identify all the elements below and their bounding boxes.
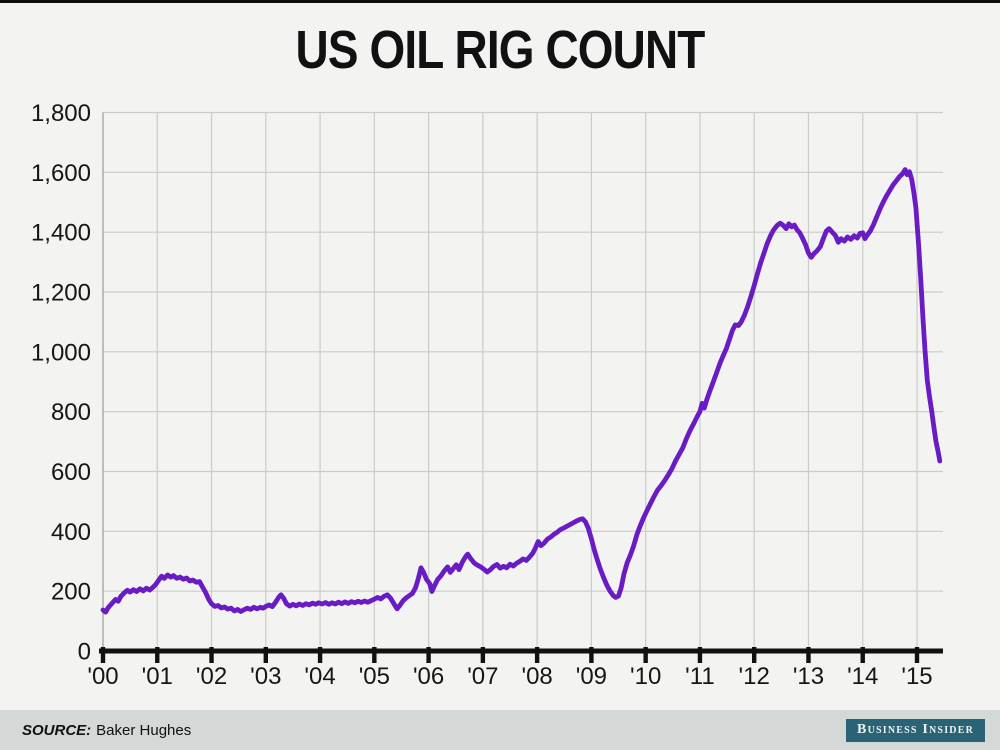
rig-count-chart: 0 200 400 600 800 1,000 1,200 1,400 1,600 1,800 '0… bbox=[31, 100, 943, 690]
x-axis-tick bbox=[914, 647, 920, 663]
business-insider-logo: Business Insider bbox=[846, 718, 985, 742]
y-axis-tick-label: 1,000 bbox=[31, 339, 91, 366]
x-axis-tick bbox=[752, 647, 757, 663]
x-axis-tick-label: '15 bbox=[901, 663, 932, 690]
source-label: SOURCE: bbox=[22, 721, 92, 739]
x-axis-tick-label: '12 bbox=[739, 663, 770, 690]
x-axis-tick-label: '13 bbox=[793, 663, 824, 690]
x-axis-tick-label: '05 bbox=[359, 663, 390, 690]
x-axis-tick bbox=[534, 647, 540, 663]
x-axis-tick-label: '14 bbox=[847, 663, 878, 690]
x-axis-tick bbox=[589, 647, 594, 663]
y-axis-tick-label: 1,400 bbox=[31, 220, 91, 247]
x-axis-tick-label: '09 bbox=[576, 663, 607, 690]
rig-count-line bbox=[100, 167, 943, 615]
y-axis-tick-label: 200 bbox=[51, 579, 91, 606]
x-axis-tick bbox=[372, 647, 377, 663]
y-axis-tick-label: 600 bbox=[51, 459, 91, 486]
y-axis-tick-label: 800 bbox=[51, 399, 91, 426]
x-axis-tick bbox=[697, 647, 703, 663]
source-line: SOURCE: Baker Hughes bbox=[22, 722, 191, 739]
x-axis-tick-label: '00 bbox=[87, 663, 118, 690]
x-axis-tick-label: '08 bbox=[521, 663, 552, 690]
y-axis-tick-label: 1,800 bbox=[31, 100, 91, 127]
x-axis-tick-label: '10 bbox=[630, 663, 661, 690]
y-axis-tick-label: 400 bbox=[51, 519, 91, 546]
x-axis-tick-label: '01 bbox=[142, 663, 173, 690]
x-axis-tick-label: '06 bbox=[413, 663, 444, 690]
x-axis-tick bbox=[209, 647, 214, 663]
x-axis-tick bbox=[480, 647, 486, 663]
x-axis-tick bbox=[860, 647, 865, 663]
x-axis-tick bbox=[263, 647, 268, 663]
y-axis-tick-label: 0 bbox=[78, 639, 91, 666]
y-axis-tick-label: 1,200 bbox=[31, 280, 91, 307]
source-value: Baker Hughes bbox=[96, 721, 192, 739]
x-axis-tick-label: '07 bbox=[467, 663, 498, 690]
x-axis-tick-label: '02 bbox=[196, 663, 227, 690]
x-axis-tick-label: '03 bbox=[250, 663, 281, 690]
x-axis-tick bbox=[806, 647, 811, 663]
x-axis-tick-label: '11 bbox=[685, 663, 715, 690]
x-axis-tick bbox=[426, 647, 431, 663]
x-axis-tick-label: '04 bbox=[304, 663, 335, 690]
x-axis-tick bbox=[317, 647, 323, 663]
x-axis-tick bbox=[100, 647, 106, 663]
footer-band: SOURCE: Baker Hughes Business Insider bbox=[0, 710, 1000, 750]
chart-title: US OIL RIG COUNT bbox=[295, 20, 706, 80]
x-axis-tick bbox=[643, 647, 648, 663]
y-axis-tick-label: 1,600 bbox=[31, 160, 91, 187]
x-axis-tick bbox=[155, 647, 160, 663]
